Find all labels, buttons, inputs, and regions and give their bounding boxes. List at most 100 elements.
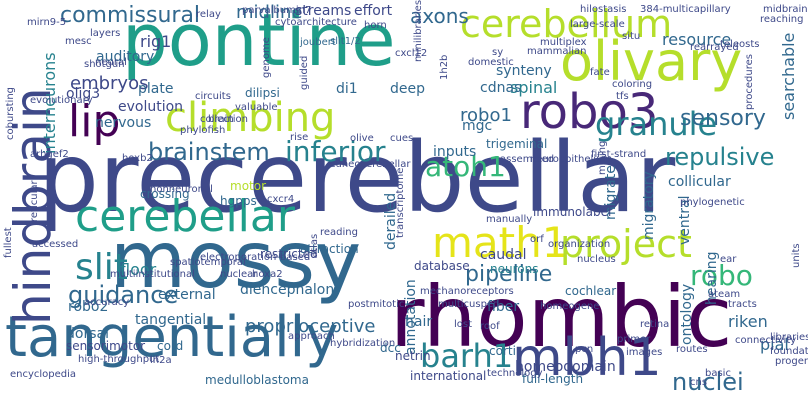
word: relay xyxy=(196,9,221,20)
word: lost xyxy=(454,319,473,330)
word: database xyxy=(414,259,470,273)
word: nucleus xyxy=(577,254,616,265)
word: connectivity xyxy=(735,335,797,346)
word: robo1 xyxy=(460,105,512,126)
word: phylofish xyxy=(180,125,226,136)
word: fullest xyxy=(3,227,14,258)
word: layers xyxy=(90,28,121,39)
word: arhgef2 xyxy=(30,149,69,160)
word: netrin xyxy=(395,349,431,363)
word: coloring xyxy=(612,79,653,90)
word: homeodomain xyxy=(515,359,616,375)
word: 1h2b xyxy=(439,54,450,80)
word: cns xyxy=(690,377,708,388)
word: full-length xyxy=(522,372,584,386)
word: accuracy xyxy=(84,297,130,308)
word: robo xyxy=(690,259,753,292)
word: routes xyxy=(676,344,708,355)
word: reticular xyxy=(29,180,40,222)
word: collection xyxy=(200,114,248,125)
word: ontology xyxy=(679,283,695,345)
word: hoxb2 xyxy=(122,153,153,164)
word: first-strand xyxy=(591,149,647,160)
word: medulloblastoma xyxy=(205,373,309,387)
word: barh1 xyxy=(420,337,514,375)
word: auditory xyxy=(96,49,155,65)
word: large-scale xyxy=(570,19,625,30)
word: cobursting xyxy=(5,86,16,140)
word: 384-multicapillary xyxy=(640,4,731,15)
word: primer xyxy=(617,334,651,345)
word: parvalbumin7 xyxy=(242,5,312,16)
word: derailed xyxy=(383,192,399,250)
word: lh2a xyxy=(150,355,172,366)
word: spatiotemporal xyxy=(170,257,246,268)
word: multicusped xyxy=(438,299,500,310)
word: restricted xyxy=(260,247,318,261)
word: ear xyxy=(720,254,737,265)
word: genome xyxy=(261,37,272,78)
word: multiinstitutional xyxy=(110,269,195,280)
word: rig1 xyxy=(140,32,172,51)
word: hilostasis xyxy=(580,4,627,15)
word: mammalian xyxy=(527,46,587,57)
word: roof xyxy=(480,321,500,332)
word: units xyxy=(791,243,802,268)
word: organization xyxy=(548,239,611,250)
word: cytoarchitecture xyxy=(275,17,357,28)
word: pial xyxy=(760,335,789,354)
word: ateam xyxy=(708,289,741,300)
word: sensory xyxy=(680,106,766,131)
word: axons xyxy=(410,4,469,28)
word: neural xyxy=(95,57,127,68)
word: neuroepithelium xyxy=(530,154,613,165)
word: rhombic xyxy=(390,268,733,366)
word: di1 xyxy=(336,81,358,97)
word: cord xyxy=(157,339,184,353)
word: libraries xyxy=(770,332,808,343)
word: cdnas xyxy=(480,80,522,96)
word: homeogene xyxy=(540,301,600,312)
word: floor xyxy=(120,260,157,279)
word: guidance xyxy=(68,281,179,309)
word: basic xyxy=(705,368,731,379)
word: teleosts xyxy=(720,39,760,50)
word: brainstem xyxy=(148,138,270,166)
word: spinal xyxy=(510,78,558,97)
word: pontine xyxy=(122,0,396,82)
word: immunolabel xyxy=(533,205,612,219)
word: reading xyxy=(320,227,358,238)
word: repulsive xyxy=(665,143,775,171)
word: olivary xyxy=(560,30,743,93)
word: caudal xyxy=(480,247,527,263)
word: retina xyxy=(640,319,670,330)
word: dilipsi xyxy=(245,86,280,100)
word: atoh1 xyxy=(425,150,506,183)
word: hybridization xyxy=(330,338,396,349)
word: neurons xyxy=(490,262,539,276)
word: evolution xyxy=(118,99,184,115)
word: nuclei xyxy=(672,368,744,396)
word: mirn9-5 xyxy=(27,17,67,28)
word: inferior xyxy=(285,135,386,168)
word: nuclear xyxy=(220,269,258,280)
word: lip xyxy=(68,96,121,147)
word: robo3 xyxy=(520,84,659,140)
word: corti xyxy=(489,344,516,358)
word: horn xyxy=(364,20,387,31)
word: hoxa2 xyxy=(252,269,283,280)
word: mesc xyxy=(65,36,92,47)
word: resource xyxy=(662,30,732,49)
word: granule xyxy=(595,105,718,143)
word: external xyxy=(158,287,216,303)
word: crossing xyxy=(140,187,190,201)
word: foundation xyxy=(770,346,808,357)
word: mechanoreceptors xyxy=(420,286,514,297)
word: robo2 xyxy=(68,299,109,315)
word: domestic xyxy=(468,57,514,68)
word: evolutionary xyxy=(30,95,93,106)
word: cxcr4 xyxy=(267,194,295,205)
word: cues xyxy=(390,133,414,144)
word: olive xyxy=(350,133,374,144)
